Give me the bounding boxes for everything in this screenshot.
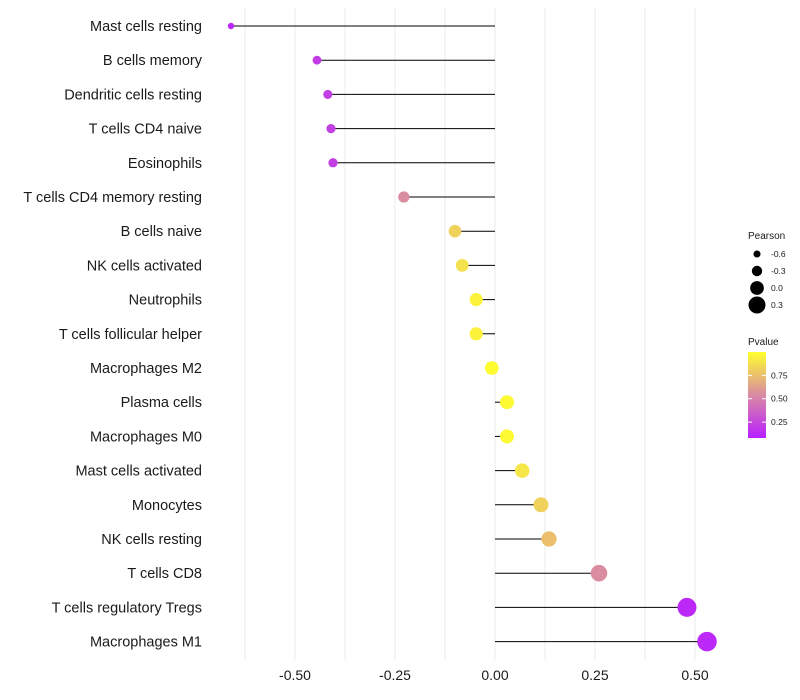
category-label: Dendritic cells resting (64, 87, 202, 103)
size-legend-label: 0.3 (771, 300, 783, 310)
x-tick-label: 0.50 (681, 667, 708, 683)
lollipop-point (533, 497, 549, 513)
lollipop-point (398, 191, 410, 203)
lollipop-point (227, 22, 235, 30)
category-label: T cells follicular helper (59, 327, 202, 343)
color-legend-title: Pvalue (748, 337, 779, 348)
category-label: Macrophages M2 (90, 361, 202, 377)
x-tick-label: -0.50 (279, 667, 311, 683)
category-label: Plasma cells (121, 395, 202, 411)
category-label: Macrophages M1 (90, 635, 202, 651)
point-layer (227, 22, 717, 652)
lollipop-point (326, 124, 336, 134)
lollipop-point (323, 89, 333, 99)
color-legend-label: 0.50 (771, 394, 788, 404)
category-label: NK cells resting (101, 532, 202, 548)
lollipop-point (448, 224, 462, 238)
stem-layer (231, 25, 707, 643)
lollipop-point (328, 158, 338, 168)
size-legend-key (753, 250, 761, 258)
lollipop-point (677, 597, 697, 617)
category-label: Mast cells activated (75, 464, 202, 480)
lollipop-point (499, 395, 515, 410)
category-label: B cells naive (121, 224, 202, 240)
lollipop-point (499, 429, 515, 444)
size-legend-label: 0.0 (771, 283, 783, 293)
size-legend-key (751, 265, 763, 277)
pvalue-colorbar (748, 352, 766, 438)
category-label: Eosinophils (128, 156, 202, 172)
category-labels: Mast cells resting B cells memory Dendriti… (23, 19, 202, 651)
lollipop-point (541, 531, 557, 547)
category-label: Mast cells resting (90, 19, 202, 35)
lollipop-point (455, 259, 469, 272)
lollipop-point (484, 361, 499, 375)
x-tick-label: 0.00 (481, 667, 508, 683)
category-label: NK cells activated (87, 258, 202, 274)
category-label: Neutrophils (129, 293, 202, 309)
category-label: T cells regulatory Tregs (52, 600, 202, 616)
size-legend-key (748, 296, 766, 314)
category-label: T cells CD4 naive (89, 122, 202, 138)
lollipop-point (697, 631, 717, 652)
category-label: Monocytes (132, 498, 202, 514)
category-label: Macrophages M0 (90, 429, 202, 445)
size-legend-label: -0.3 (771, 266, 786, 276)
lollipop-point (469, 293, 483, 307)
lollipop-point (514, 463, 530, 478)
color-legend-label: 0.75 (771, 370, 788, 380)
color-legend-label: 0.25 (771, 417, 788, 427)
size-legend-key (750, 281, 764, 295)
lollipop-point (469, 327, 483, 341)
category-label: B cells memory (103, 53, 203, 69)
x-tick-label: -0.25 (379, 667, 411, 683)
color-legend: Pvalue 0.75 0.50 0.25 (748, 337, 788, 438)
category-label: T cells CD4 memory resting (23, 190, 202, 206)
x-axis-ticks: -0.50 -0.25 0.00 0.25 0.50 (279, 667, 709, 683)
category-label: T cells CD8 (127, 566, 202, 582)
x-tick-label: 0.25 (581, 667, 608, 683)
lollipop-point (312, 55, 322, 65)
lollipop-point (590, 564, 608, 582)
size-legend: Pearson -0.6 -0.3 0.0 0.3 (748, 231, 786, 314)
size-legend-title: Pearson (748, 231, 785, 242)
size-legend-label: -0.6 (771, 249, 786, 259)
